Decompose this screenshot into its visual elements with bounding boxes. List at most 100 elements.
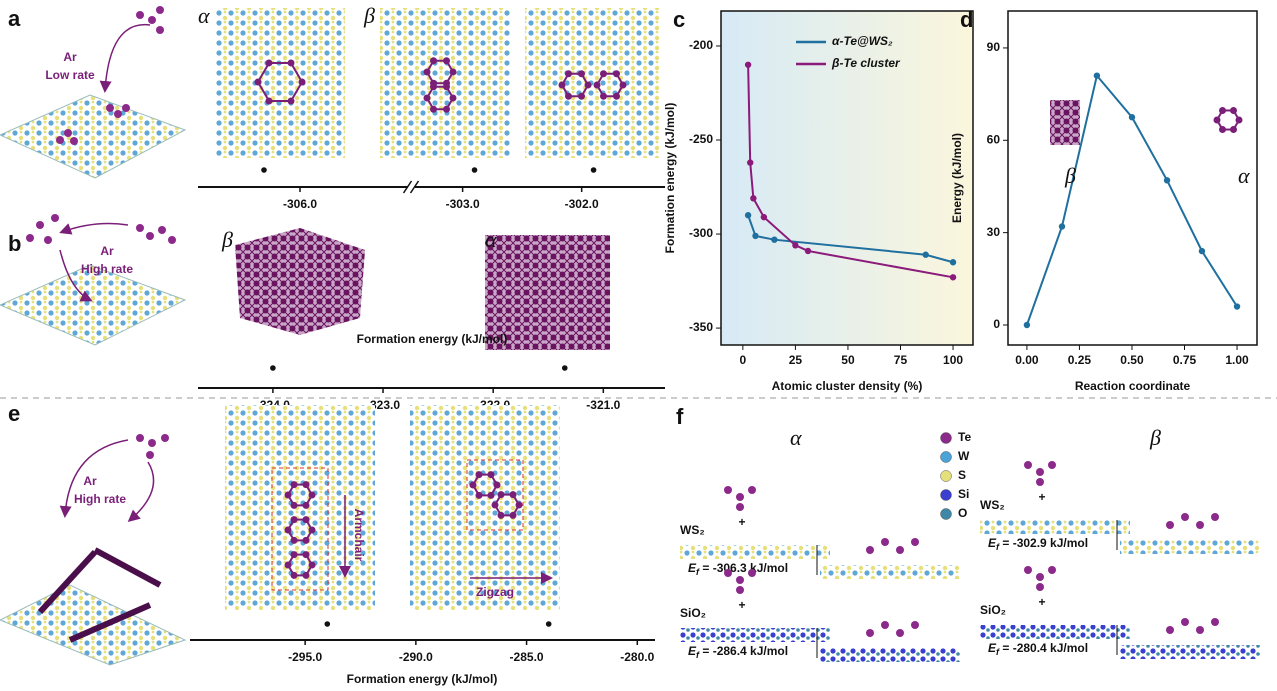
- atom: [443, 105, 450, 113]
- lattice: [680, 545, 830, 559]
- atom: [911, 538, 919, 546]
- atom: [509, 491, 517, 499]
- atom: [1024, 461, 1032, 469]
- y-tick-label: -300: [689, 226, 713, 240]
- atom: [443, 57, 450, 65]
- gas-label: Ar: [63, 50, 77, 64]
- plus-sign: +: [738, 515, 745, 529]
- atom: [156, 26, 164, 34]
- atom: [1036, 468, 1044, 476]
- substrate-label: WS₂: [680, 523, 705, 537]
- atom: [265, 97, 273, 105]
- atom: [1211, 513, 1219, 521]
- y-tick-label: 0: [993, 317, 1000, 331]
- data-point: [1163, 177, 1171, 184]
- atom: [881, 621, 889, 629]
- legend-label: W: [958, 449, 970, 463]
- lattice: [1120, 540, 1260, 554]
- atom: [430, 57, 437, 65]
- energy-text: = -280.4 kJ/mol: [999, 641, 1088, 655]
- atom: [748, 569, 756, 577]
- rate-label: Low rate: [45, 68, 95, 82]
- tick-label: -302.0: [565, 197, 599, 211]
- energy-symbol: E: [988, 536, 997, 550]
- atom: [443, 83, 450, 91]
- tick-label: -285.0: [510, 650, 544, 664]
- data-point: [747, 159, 754, 166]
- tick-label: -280.0: [620, 650, 654, 664]
- x-axis-title: Reaction coordinate: [1075, 379, 1191, 393]
- data-point: [922, 251, 929, 258]
- atom: [736, 586, 744, 594]
- bond: [257, 81, 270, 102]
- annotation: α: [1238, 163, 1250, 188]
- y-axis-title: Formation energy (kJ/mol): [663, 103, 677, 254]
- data-point: [1023, 321, 1031, 329]
- te-stripe: [93, 547, 162, 588]
- atom: [136, 434, 144, 442]
- atom: [724, 569, 732, 577]
- energy-point: [324, 621, 331, 627]
- data-point: [1198, 247, 1206, 255]
- y-axis-title: Energy (kJ/mol): [950, 133, 964, 223]
- data-point: [1058, 223, 1066, 230]
- energy-symbol: E: [688, 561, 697, 575]
- x-tick-label: 0.75: [1173, 353, 1197, 367]
- phase-label: β: [1149, 425, 1161, 450]
- tick-label: -290.0: [399, 650, 433, 664]
- data-point: [1233, 303, 1241, 310]
- atom: [156, 6, 164, 14]
- tick-label: -303.0: [446, 197, 480, 211]
- atom: [290, 551, 298, 559]
- energy-point: [261, 167, 267, 173]
- panel-label: a: [8, 6, 21, 31]
- energy-text: = -302.9 kJ/mol: [999, 536, 1088, 550]
- atom: [469, 481, 477, 489]
- atom: [558, 81, 566, 89]
- phase-label: β: [363, 3, 375, 28]
- energy-symbol: E: [988, 641, 997, 655]
- x-tick-label: 0.00: [1015, 353, 1039, 367]
- x-tick-label: 0.25: [1068, 353, 1092, 367]
- atom: [1196, 521, 1204, 529]
- lattice: [525, 8, 660, 158]
- gas-label: Ar: [100, 244, 114, 258]
- energy-subscript: f: [996, 542, 1000, 552]
- x-tick-label: 100: [943, 353, 963, 367]
- atom: [1166, 521, 1174, 529]
- energy-point: [561, 365, 568, 371]
- lattice: [820, 565, 960, 579]
- atom: [423, 94, 431, 102]
- atom: [161, 434, 169, 442]
- energy-subscript: f: [696, 650, 700, 660]
- atom: [1181, 513, 1189, 521]
- y-tick-label: 30: [987, 225, 1001, 239]
- x-tick-label: 50: [841, 353, 855, 367]
- energy-point: [545, 621, 552, 627]
- x-tick-label: 25: [789, 353, 803, 367]
- data-point: [1128, 114, 1136, 121]
- phase-label: α: [485, 227, 497, 252]
- atom: [44, 236, 52, 244]
- atom: [430, 105, 437, 113]
- atom: [284, 561, 292, 569]
- legend-label: O: [958, 506, 967, 520]
- atom: [896, 629, 904, 637]
- atom: [168, 236, 176, 244]
- legend-swatch: [940, 451, 952, 463]
- data-point: [1093, 72, 1101, 79]
- data-point: [804, 247, 812, 255]
- data-point: [771, 236, 778, 243]
- data-point: [792, 242, 799, 249]
- data-point: [752, 232, 759, 240]
- lattice: [980, 625, 1130, 639]
- legend-label: S: [958, 468, 966, 482]
- atom: [290, 481, 298, 489]
- data-point: [949, 274, 957, 281]
- data-point: [760, 213, 768, 221]
- data-point: [744, 61, 752, 68]
- atom: [26, 234, 34, 242]
- atom: [578, 70, 585, 78]
- arrow: [127, 461, 155, 522]
